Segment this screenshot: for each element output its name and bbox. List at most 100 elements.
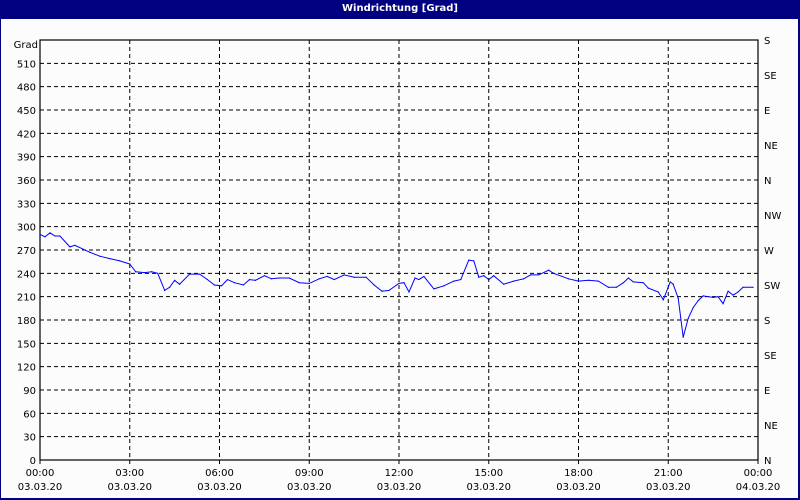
data-point	[213, 284, 216, 286]
data-point	[657, 291, 659, 293]
x-tick-time: 21:00	[654, 468, 683, 479]
x-tick-date: 03.03.20	[377, 482, 422, 493]
data-point	[365, 276, 367, 278]
y-tick-label: 60	[23, 409, 36, 420]
data-point	[169, 286, 171, 288]
y-tick-label: 90	[23, 386, 36, 397]
data-point	[414, 277, 416, 279]
y-tick-label: 240	[17, 269, 36, 280]
data-point	[530, 274, 532, 276]
data-point	[373, 284, 375, 286]
data-point	[488, 278, 490, 281]
data-point	[254, 279, 256, 281]
data-point	[129, 263, 131, 265]
x-tick-time: 06:00	[205, 468, 234, 479]
data-point	[577, 280, 580, 282]
right-tick-label: S	[764, 36, 770, 47]
data-point	[242, 284, 245, 286]
y-tick-label: 300	[17, 223, 36, 234]
data-point	[687, 317, 689, 320]
y-tick-label: 390	[17, 153, 36, 164]
data-point	[333, 278, 335, 281]
data-point	[151, 271, 153, 273]
data-point	[418, 278, 420, 281]
right-tick-label: NW	[764, 211, 781, 222]
data-point	[164, 289, 166, 292]
x-tick-time: 18:00	[564, 468, 593, 479]
data-point	[712, 296, 714, 299]
data-point	[642, 282, 644, 284]
y-tick-label: 480	[17, 83, 36, 94]
data-point	[478, 276, 480, 278]
y-tick-label: 420	[17, 129, 36, 140]
data-point	[59, 235, 61, 237]
data-point	[727, 290, 729, 292]
y-tick-label: 180	[17, 316, 36, 327]
data-point	[737, 291, 739, 293]
data-point	[119, 260, 121, 262]
data-point	[343, 274, 345, 276]
data-point	[483, 275, 485, 277]
y-tick-label: 330	[17, 199, 36, 210]
x-tick-time: 12:00	[385, 468, 414, 479]
right-tick-label: E	[764, 386, 770, 397]
right-tick-label: W	[764, 246, 774, 257]
right-tick-label: E	[764, 106, 770, 117]
data-point	[523, 278, 525, 280]
data-point	[398, 282, 400, 285]
data-point	[752, 286, 754, 288]
data-point	[278, 277, 280, 279]
data-point	[44, 236, 46, 238]
right-tick-label: N	[764, 176, 771, 187]
data-point	[270, 278, 272, 280]
data-point	[468, 259, 470, 261]
data-point	[742, 286, 744, 288]
data-point	[144, 271, 146, 274]
data-point	[326, 275, 328, 278]
x-tick-date: 04.03.20	[736, 482, 781, 493]
chart-area: 0 30 60 90 120 150 180 210 240 270 300 330 360 390 420…	[1, 19, 798, 498]
y-tick-label: 510	[17, 59, 36, 70]
data-point	[69, 246, 71, 248]
data-point	[647, 287, 649, 289]
y-tick-label: 120	[17, 363, 36, 374]
data-point	[74, 244, 76, 246]
y-tick-label: 270	[17, 246, 36, 257]
right-tick-label: SW	[764, 281, 780, 292]
data-point	[443, 285, 445, 287]
data-point	[493, 275, 495, 277]
data-point	[538, 274, 540, 276]
x-tick-date: 03.03.20	[287, 482, 332, 493]
x-tick-date: 03.03.20	[646, 482, 691, 493]
y-tick-label: 0	[30, 456, 36, 467]
data-point	[433, 288, 435, 290]
data-point	[198, 273, 201, 275]
y-tick-label: 150	[17, 339, 36, 350]
axes: 0 30 60 90 120 150 180 210 240 270 300 330 360 390 420…	[17, 36, 782, 493]
right-tick-label: SE	[764, 71, 777, 82]
data-point	[722, 303, 724, 305]
data-point	[622, 282, 624, 284]
data-point	[174, 279, 176, 281]
data-point	[135, 271, 137, 273]
series	[39, 232, 754, 338]
x-tick-time: 15:00	[474, 468, 503, 479]
data-point	[460, 278, 462, 281]
data-point	[408, 291, 410, 293]
data-point	[567, 278, 570, 280]
x-tick-time: 03:00	[115, 468, 144, 479]
right-tick-label: N	[764, 456, 771, 467]
data-point	[318, 278, 320, 280]
window-title: Windrichtung [Grad]	[0, 0, 800, 19]
data-point	[226, 278, 229, 281]
y-tick-label: 360	[17, 176, 36, 187]
data-point	[669, 281, 671, 283]
data-point	[607, 286, 610, 288]
data-point	[682, 336, 684, 338]
right-tick-label: NE	[764, 421, 778, 432]
data-point	[403, 282, 405, 284]
data-point	[353, 276, 355, 278]
data-point	[109, 257, 111, 260]
data-point	[220, 285, 223, 287]
